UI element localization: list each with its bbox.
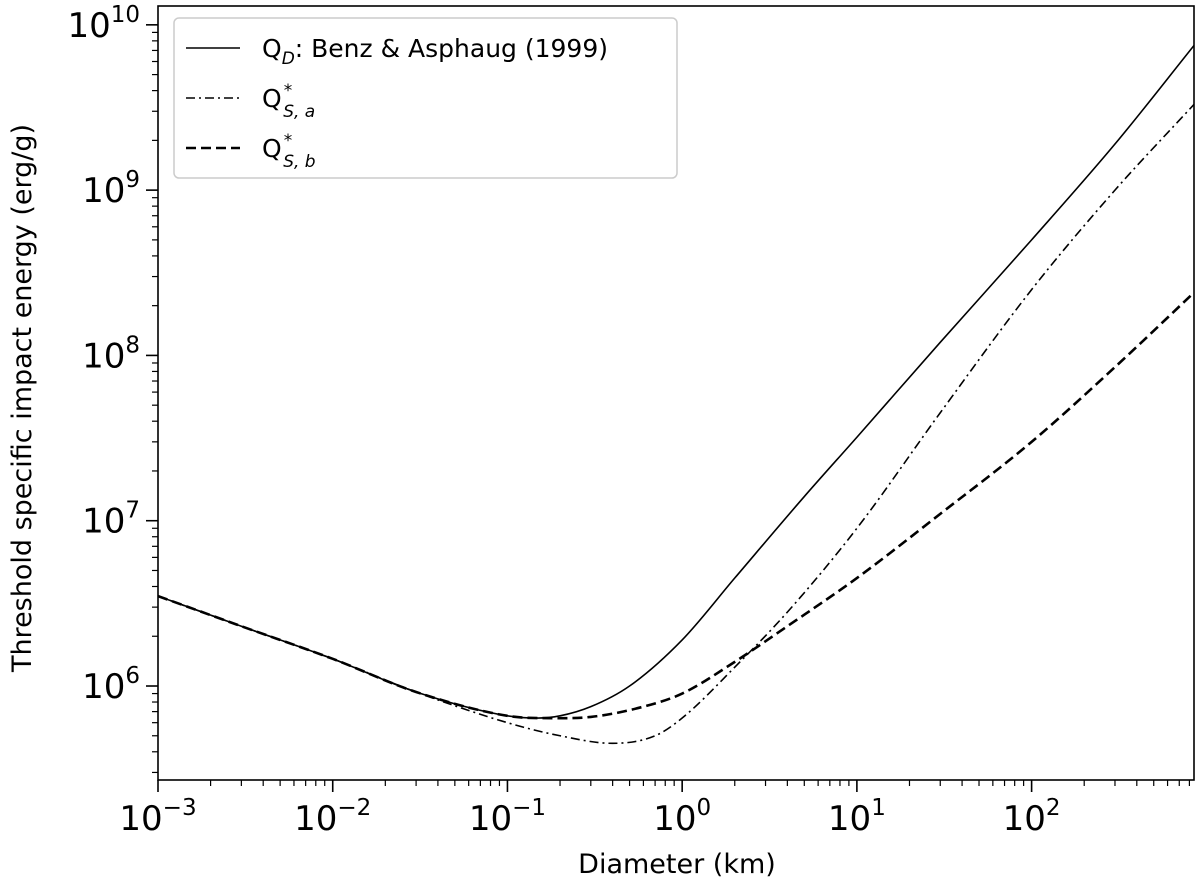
plot-frame xyxy=(157,5,1195,781)
legend-label-1: QD: Benz & Asphaug (1999) xyxy=(262,34,608,69)
x-tick-exponent: −1 xyxy=(512,795,546,821)
x-tick-exponent: −3 xyxy=(163,795,197,821)
legend-subscript: S, a xyxy=(283,102,315,122)
x-tick-label: 10−2 xyxy=(294,795,371,839)
plot-area xyxy=(158,44,1194,745)
legend-subscript: S, b xyxy=(283,152,315,172)
x-tick-base: 10 xyxy=(1003,799,1046,839)
legend: QD: Benz & Asphaug (1999)Q * S, aQ * S, b xyxy=(173,17,678,179)
x-axis: 10−3 10−2 10−1 100 101 102 xyxy=(119,780,1190,839)
y-tick-label: 1010 xyxy=(67,2,140,46)
x-tick-base: 10 xyxy=(294,799,337,839)
series-line-2 xyxy=(158,103,1194,745)
legend-label-3: Q * S, b xyxy=(262,131,316,172)
legend-main: Q xyxy=(262,84,282,113)
legend-subscript: D xyxy=(282,49,295,69)
x-tick-base: 10 xyxy=(469,799,512,839)
y-tick-label: 107 xyxy=(82,498,140,542)
y-tick-exponent: 8 xyxy=(125,332,140,358)
y-tick-base: 10 xyxy=(82,171,125,211)
y-tick-base: 10 xyxy=(82,502,125,542)
legend-rest: : Benz & Asphaug (1999) xyxy=(295,34,608,63)
x-tick-exponent: 2 xyxy=(1046,795,1061,821)
x-axis-label: Diameter (km) xyxy=(578,849,776,880)
x-tick-label: 102 xyxy=(1003,795,1061,839)
legend-superscript: * xyxy=(284,131,293,151)
y-tick-exponent: 7 xyxy=(125,498,140,524)
x-tick-label: 10−1 xyxy=(469,795,546,839)
y-tick-base: 10 xyxy=(67,6,110,46)
x-tick-exponent: 1 xyxy=(871,795,886,821)
y-tick-exponent: 6 xyxy=(125,663,140,689)
legend-label-2: Q * S, a xyxy=(262,81,315,122)
y-tick-base: 10 xyxy=(82,667,125,707)
y-tick-label: 108 xyxy=(82,332,140,376)
legend-main: Q xyxy=(262,134,282,163)
y-tick-exponent: 10 xyxy=(111,2,140,28)
legend-box xyxy=(173,17,678,179)
series-line-3 xyxy=(158,291,1194,720)
x-tick-label: 10−3 xyxy=(119,795,196,839)
x-tick-base: 10 xyxy=(119,799,162,839)
y-tick-label: 106 xyxy=(82,663,140,707)
y-tick-exponent: 9 xyxy=(125,167,140,193)
x-tick-exponent: 0 xyxy=(696,795,711,821)
y-axis-label: Threshold specific impact energy (erg/g) xyxy=(7,124,38,673)
x-tick-base: 10 xyxy=(828,799,871,839)
legend-main: Q xyxy=(262,34,282,63)
y-tick-label: 109 xyxy=(82,167,140,211)
x-tick-base: 10 xyxy=(653,799,696,839)
legend-superscript: * xyxy=(284,81,293,101)
y-tick-base: 10 xyxy=(82,336,125,376)
x-tick-exponent: −2 xyxy=(337,795,371,821)
x-tick-label: 101 xyxy=(828,795,886,839)
x-tick-label: 100 xyxy=(653,795,711,839)
